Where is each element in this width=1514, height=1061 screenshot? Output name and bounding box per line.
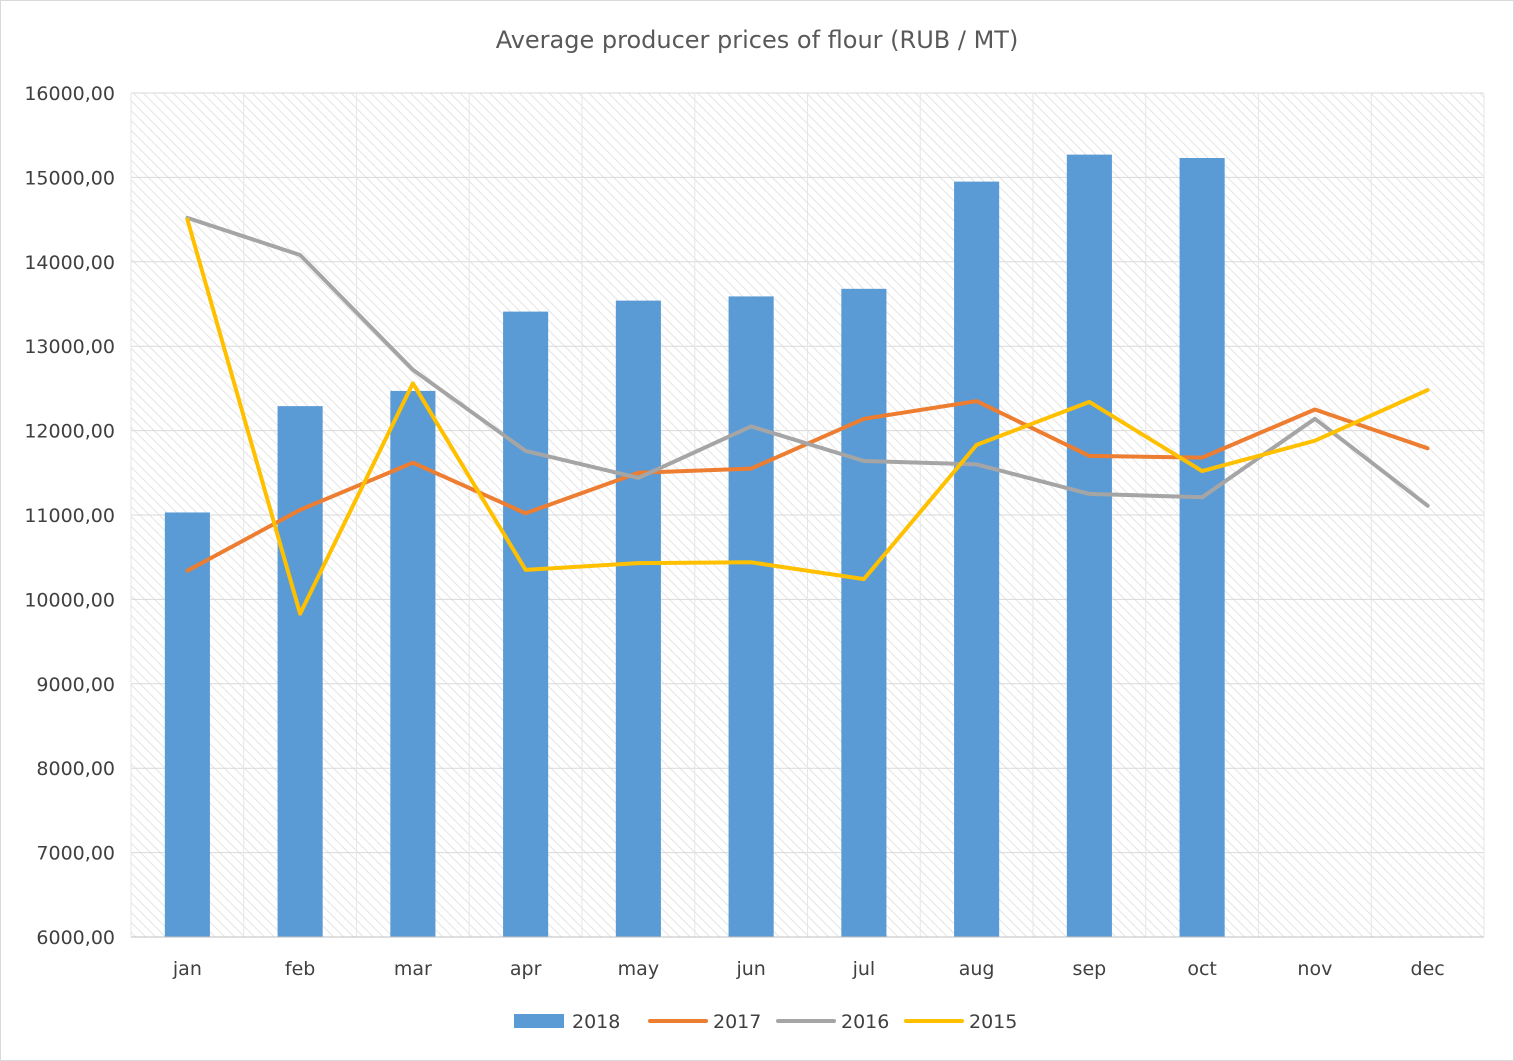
x-tick-label: sep [1073,958,1107,980]
x-tick-label: feb [285,958,315,980]
y-tick-label: 8000,00 [36,758,115,780]
bar-2018-oct [1179,157,1225,937]
legend-label-2017: 2017 [713,1011,761,1033]
x-tick-label: nov [1297,958,1332,980]
x-tick-label: jan [172,958,202,980]
x-tick-label: apr [510,958,542,980]
y-tick-label: 7000,00 [36,843,115,865]
bar-2018-aug [954,181,1000,937]
y-tick-label: 12000,00 [24,421,115,443]
y-tick-label: 10000,00 [24,589,115,611]
legend-label-2015: 2015 [969,1011,1017,1033]
y-tick-label: 9000,00 [36,674,115,696]
bar-2018-jul [841,288,887,938]
legend-label-2016: 2016 [841,1011,889,1033]
bar-2018-mar [390,390,436,937]
bar-series [164,154,1225,938]
y-tick-label: 6000,00 [36,927,115,949]
legend: 2018 2017 2016 2015 [514,1011,1017,1033]
x-axis: jan feb mar apr may jun jul aug sep oct nov dec [131,936,1484,980]
legend-label-2018: 2018 [572,1011,620,1033]
y-tick-label: 13000,00 [24,336,115,358]
y-tick-label: 11000,00 [24,505,115,527]
y-tick-label: 16000,00 [24,83,115,105]
chart-title: Average producer prices of flour (RUB / … [495,26,1019,54]
legend-swatch-2018 [514,1014,564,1028]
x-tick-label: jul [852,958,876,980]
x-tick-label: mar [394,958,432,980]
x-tick-label: aug [959,958,995,980]
y-tick-label: 14000,00 [24,252,115,274]
bar-2018-jun [728,296,774,937]
bar-2018-feb [277,406,323,937]
x-tick-label: oct [1187,958,1217,980]
bar-2018-jan [164,512,210,937]
bar-2018-sep [1066,154,1112,937]
y-axis: 6000,00 7000,00 8000,00 9000,00 10000,00 1100… [24,83,115,949]
x-tick-label: dec [1411,958,1445,980]
x-tick-label: jun [735,958,765,980]
line-series-2015 [185,217,1430,616]
bar-2018-may [615,300,661,937]
line-series-2016 [185,215,1430,508]
bar-2018-apr [503,311,549,937]
line-series [185,215,1430,616]
x-tick-label: may [618,958,659,980]
y-tick-label: 15000,00 [24,167,115,189]
